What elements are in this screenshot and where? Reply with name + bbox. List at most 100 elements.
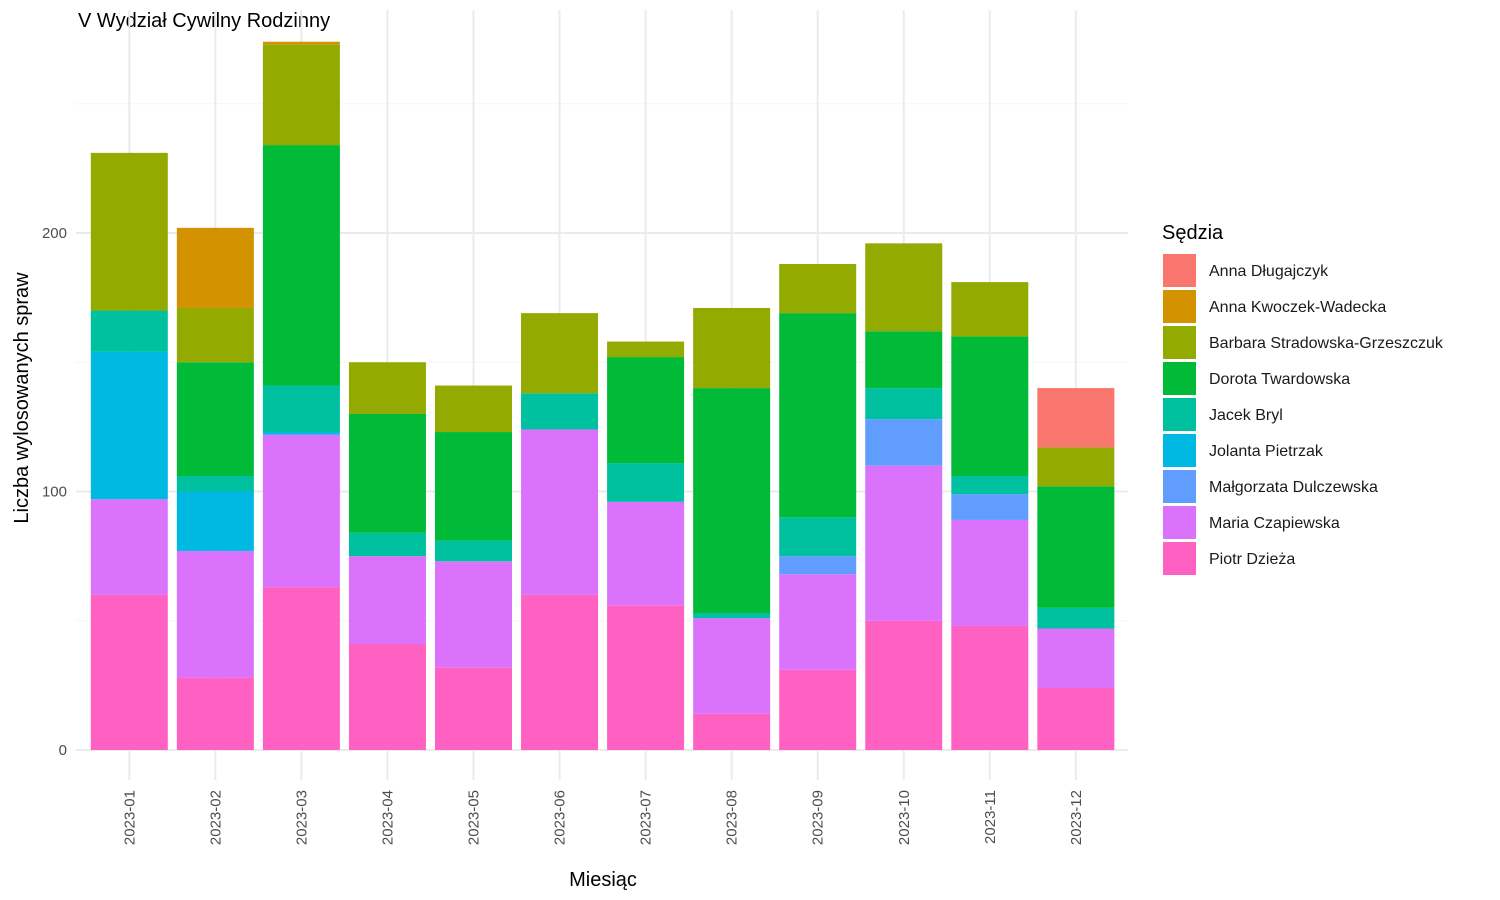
bar-segment	[521, 429, 599, 595]
bar-segment	[262, 434, 340, 588]
bar-segment	[262, 385, 340, 433]
bar-segment	[90, 310, 168, 352]
bar-segment	[262, 145, 340, 386]
bar-segment	[951, 519, 1029, 626]
bar-segment	[176, 362, 254, 476]
x-tick-label: 2023-08	[724, 790, 741, 845]
legend-swatch	[1163, 542, 1196, 575]
bar-segment	[779, 313, 857, 518]
bar-segment	[262, 432, 340, 435]
bar-segment	[779, 574, 857, 670]
bar-segment	[90, 594, 168, 750]
bar-segment	[348, 556, 426, 645]
bar-segment	[865, 620, 943, 750]
bar-segment	[1037, 388, 1115, 448]
bar-segment	[262, 44, 340, 146]
bar-segment	[90, 152, 168, 311]
bar-segment	[348, 644, 426, 750]
legend-label: Maria Czapiewska	[1209, 515, 1340, 532]
y-tick-label: 0	[59, 742, 67, 759]
legend-swatch	[1163, 506, 1196, 539]
bar-segment	[951, 494, 1029, 520]
x-tick-label: 2023-06	[552, 790, 569, 845]
x-tick-label: 2023-02	[207, 790, 224, 845]
bar-segment	[779, 556, 857, 575]
bar-segment	[779, 264, 857, 314]
bar-segment	[176, 227, 254, 308]
legend-swatch	[1163, 398, 1196, 431]
bar-segment	[176, 475, 254, 492]
legend-label: Barbara Stradowska-Grzeszczuk	[1209, 335, 1444, 352]
bar-segment	[435, 561, 512, 668]
x-tick-label: 2023-01	[121, 790, 138, 845]
bar-segment	[435, 432, 512, 541]
legend-swatch	[1163, 254, 1196, 287]
bar-segment	[1037, 486, 1115, 608]
bar-segment	[348, 413, 426, 533]
bar-segment	[607, 463, 685, 502]
bar-segment	[951, 282, 1029, 337]
bars	[90, 41, 1115, 750]
bar-segment	[1037, 447, 1115, 487]
bar-segment	[521, 393, 599, 430]
bar-segment	[865, 419, 943, 466]
bar-segment	[865, 243, 943, 332]
bar-segment	[521, 594, 599, 750]
bar-segment	[607, 605, 685, 750]
bar-segment	[779, 517, 857, 557]
bar-segment	[693, 307, 771, 389]
legend-label: Anna Długajczyk	[1209, 263, 1329, 280]
bar-segment	[262, 41, 340, 45]
bar-segment	[262, 587, 340, 750]
bar-segment	[693, 388, 771, 613]
legend-swatch	[1163, 434, 1196, 467]
x-tick-label: 2023-04	[379, 790, 396, 845]
bar-segment	[607, 357, 685, 464]
bar-segment	[865, 331, 943, 389]
x-tick-label: 2023-05	[466, 790, 483, 845]
bar-segment	[607, 501, 685, 606]
legend: Anna Długajczyk Anna Kwoczek-Wadecka Barba…	[1163, 254, 1444, 575]
y-axis-ticks: 0 100 200	[42, 225, 67, 759]
bar-segment	[951, 336, 1029, 476]
legend-swatch	[1163, 362, 1196, 395]
bar-segment	[90, 499, 168, 595]
x-tick-label: 2023-07	[638, 790, 655, 845]
bar-segment	[1037, 607, 1115, 629]
bar-segment	[693, 618, 771, 714]
legend-label: Jacek Bryl	[1209, 407, 1283, 424]
legend-label: Dorota Twardowska	[1209, 371, 1350, 388]
legend-swatch	[1163, 290, 1196, 323]
bar-segment	[951, 475, 1029, 495]
bar-segment	[348, 362, 426, 414]
bar-segment	[90, 351, 168, 500]
bar-segment	[607, 341, 685, 358]
bar-segment	[779, 669, 857, 750]
x-tick-label: 2023-10	[896, 790, 913, 845]
bar-segment	[435, 667, 512, 750]
bar-segment	[1037, 628, 1115, 688]
x-tick-label: 2023-12	[1068, 790, 1085, 845]
x-tick-label: 2023-09	[810, 790, 827, 845]
bar-segment	[176, 677, 254, 750]
bar-segment	[176, 307, 254, 363]
legend-swatch	[1163, 326, 1196, 359]
bar-segment	[1037, 687, 1115, 750]
bar-segment	[951, 625, 1029, 750]
y-axis-title: Liczba wylosowanych spraw	[11, 272, 33, 524]
legend-label: Piotr Dzieża	[1209, 551, 1295, 568]
legend-label: Małgorzata Dulczewska	[1209, 479, 1378, 496]
bar-segment	[348, 532, 426, 557]
legend-title: Sędzia	[1162, 222, 1224, 244]
chart-title: V Wydział Cywilny Rodzinny	[78, 10, 330, 32]
x-axis-title: Miesiąc	[569, 869, 637, 891]
bar-segment	[176, 491, 254, 551]
bar-segment	[435, 385, 512, 433]
x-tick-label: 2023-03	[293, 790, 310, 845]
bar-segment	[521, 313, 599, 394]
bar-segment	[865, 388, 943, 420]
bar-segment	[693, 713, 771, 750]
y-tick-label: 100	[42, 484, 67, 501]
x-axis-ticks: 2023-01 2023-02 2023-03 2023-04 2023-05 2023-…	[121, 790, 1085, 845]
